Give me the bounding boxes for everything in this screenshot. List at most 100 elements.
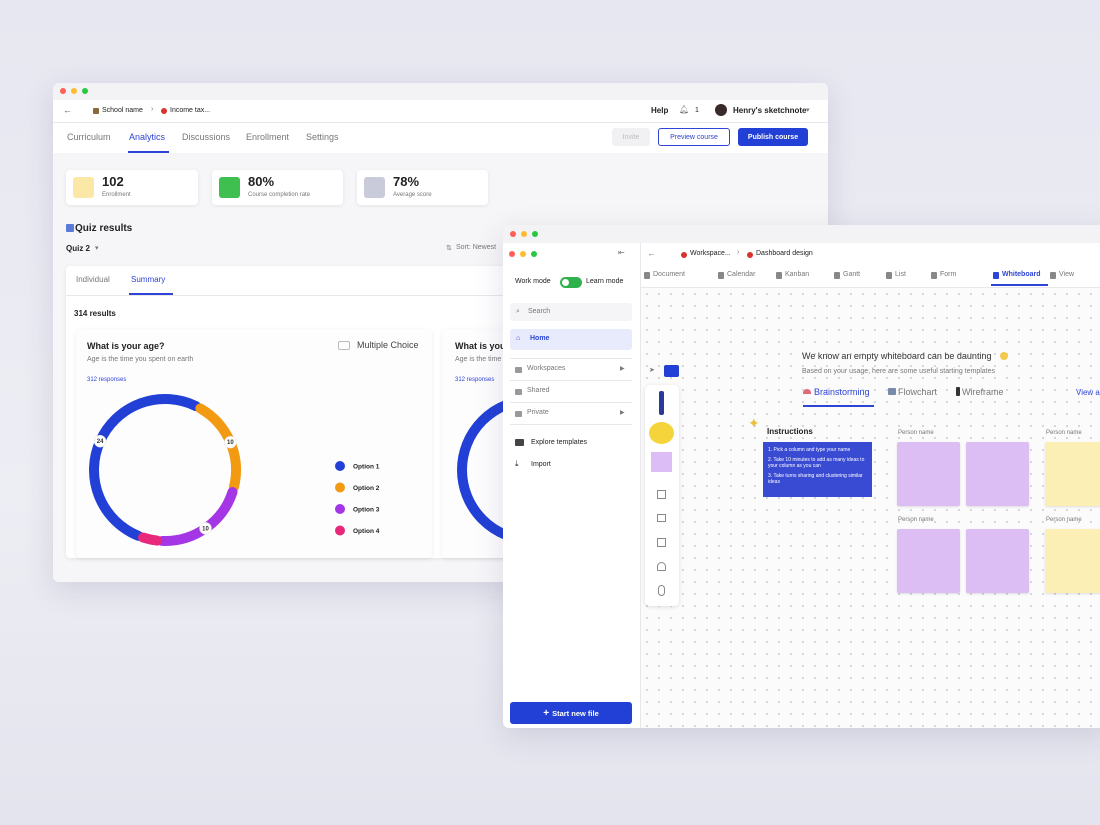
view-tab-active[interactable]: Summary bbox=[131, 275, 166, 284]
publish-button[interactable]: Publish course bbox=[738, 128, 808, 146]
invite-button[interactable]: Invite bbox=[612, 128, 650, 146]
tab[interactable]: Settings bbox=[306, 132, 339, 142]
sticky-note[interactable] bbox=[966, 529, 1029, 593]
chevron[interactable]: ▾ bbox=[806, 107, 810, 114]
view-tab[interactable]: Document bbox=[653, 271, 685, 278]
donut-segment bbox=[89, 394, 201, 541]
stat-label: Average score bbox=[393, 192, 432, 198]
avatar[interactable] bbox=[715, 104, 727, 116]
tab[interactable]: Enrollment bbox=[246, 132, 290, 142]
mode-toggle[interactable] bbox=[560, 277, 582, 288]
breadcrumb[interactable]: Workspace... bbox=[690, 250, 731, 257]
user-name[interactable]: Henry's sketchnote bbox=[733, 106, 807, 115]
divider bbox=[53, 122, 828, 123]
step: 3. Take turns sharing and clustering sim… bbox=[768, 473, 863, 485]
column-name[interactable]: Person name bbox=[1046, 430, 1082, 436]
sticky-note[interactable] bbox=[1045, 529, 1100, 593]
sticky-tool[interactable] bbox=[651, 452, 672, 472]
instructions-title: Instructions bbox=[767, 427, 813, 436]
maximize[interactable] bbox=[532, 231, 538, 237]
bell[interactable]: 🔔︎ bbox=[679, 105, 690, 114]
new-file: Start new file bbox=[552, 708, 599, 718]
template-tab[interactable]: Flowchart bbox=[898, 387, 938, 397]
sticky-note[interactable] bbox=[1045, 442, 1100, 506]
hand-tool[interactable] bbox=[664, 365, 679, 377]
tab[interactable]: Curriculum bbox=[67, 132, 111, 142]
whiteboard[interactable] bbox=[641, 288, 1100, 728]
maximize[interactable] bbox=[82, 88, 88, 94]
tab-icon bbox=[644, 272, 650, 279]
shape-tool[interactable] bbox=[649, 422, 674, 444]
view-tab[interactable]: List bbox=[895, 271, 906, 278]
tab-active[interactable]: Analytics bbox=[129, 132, 166, 142]
column-name[interactable]: Person name bbox=[1046, 517, 1082, 523]
minimize[interactable] bbox=[521, 231, 527, 237]
divider bbox=[641, 287, 1100, 288]
tab-icon bbox=[1050, 272, 1056, 279]
data-label: 10 bbox=[202, 526, 209, 532]
close[interactable] bbox=[510, 231, 516, 237]
view-all[interactable]: View a bbox=[1076, 388, 1100, 397]
preview-button[interactable]: Preview course bbox=[658, 128, 730, 146]
view-tab[interactable]: Gantt bbox=[843, 271, 861, 278]
instructions-note[interactable]: 1. Pick a column and type your name 2. T… bbox=[763, 442, 872, 497]
data-label: 24 bbox=[97, 439, 104, 445]
attach-tool[interactable] bbox=[658, 585, 665, 596]
sticky-note[interactable] bbox=[966, 442, 1029, 506]
tab-underline bbox=[803, 405, 874, 407]
view-tab[interactable]: Calendar bbox=[727, 271, 756, 278]
back-arrow[interactable]: ← bbox=[63, 105, 72, 115]
search-box[interactable] bbox=[510, 303, 632, 321]
close[interactable] bbox=[60, 88, 66, 94]
view-tab[interactable]: Form bbox=[940, 271, 957, 278]
toggle-knob bbox=[562, 279, 569, 286]
collapse[interactable]: ⇤ bbox=[618, 248, 625, 257]
stamp-tool[interactable] bbox=[657, 562, 666, 571]
chevron[interactable]: ▾ bbox=[95, 245, 99, 252]
minimize[interactable] bbox=[71, 88, 77, 94]
view-tab[interactable]: Kanban bbox=[785, 271, 810, 278]
view-tab[interactable]: View bbox=[1059, 271, 1075, 278]
work-mode[interactable]: Work mode bbox=[515, 278, 551, 285]
template-tab[interactable]: Wireframe bbox=[962, 387, 1004, 397]
breadcrumb[interactable]: Dashboard design bbox=[756, 250, 813, 257]
nav-link[interactable]: Import bbox=[531, 461, 551, 468]
back-arrow[interactable]: ← bbox=[647, 248, 656, 258]
expand[interactable]: ▶ bbox=[620, 410, 625, 416]
responses[interactable]: 312 responses bbox=[455, 377, 495, 383]
divider bbox=[510, 358, 632, 359]
column-name[interactable]: Person name bbox=[898, 430, 934, 436]
frame-tool[interactable] bbox=[657, 490, 666, 499]
icon bbox=[515, 439, 524, 446]
breadcrumb[interactable]: School name bbox=[102, 107, 143, 114]
view-tab[interactable]: Individual bbox=[76, 275, 110, 284]
label-badge bbox=[224, 435, 237, 449]
view-tab-active[interactable]: Whiteboard bbox=[1002, 271, 1041, 278]
new-file-button[interactable]: + Start new file bbox=[510, 702, 632, 724]
column-name[interactable]: Person name bbox=[898, 517, 934, 523]
nav-group[interactable]: Workspaces bbox=[527, 365, 566, 372]
pointer[interactable]: ➤ bbox=[649, 367, 655, 374]
question: What is your age? bbox=[455, 341, 533, 351]
nav-group[interactable]: Private bbox=[527, 409, 549, 416]
tab[interactable]: Discussions bbox=[182, 132, 231, 142]
sort[interactable]: Sort: Newest bbox=[456, 244, 497, 251]
template-tab-active[interactable]: Brainstorming bbox=[814, 387, 870, 397]
responses[interactable]: 312 responses bbox=[87, 377, 127, 383]
quiz-select[interactable]: Quiz 2 bbox=[66, 244, 91, 253]
connector-tool[interactable] bbox=[657, 514, 666, 522]
learn-mode[interactable]: Learn mode bbox=[586, 278, 624, 285]
expand[interactable]: ▶ bbox=[620, 366, 625, 372]
sticky-note[interactable] bbox=[897, 529, 960, 593]
pen[interactable] bbox=[659, 391, 664, 415]
home[interactable]: Home bbox=[530, 335, 550, 342]
sticky-note[interactable] bbox=[897, 442, 960, 506]
breadcrumb[interactable]: Income tax... bbox=[170, 107, 211, 114]
nav-link[interactable]: Explore templates bbox=[531, 439, 588, 446]
search[interactable]: Search bbox=[528, 308, 551, 315]
template-tool[interactable] bbox=[657, 538, 666, 547]
help[interactable]: Help bbox=[651, 106, 669, 115]
workspace-window: ⇤ Work mode Learn mode ⌕ Search ⌂ Home W… bbox=[503, 225, 1100, 728]
nav-group[interactable]: Shared bbox=[527, 387, 550, 394]
home-item[interactable] bbox=[510, 329, 632, 350]
